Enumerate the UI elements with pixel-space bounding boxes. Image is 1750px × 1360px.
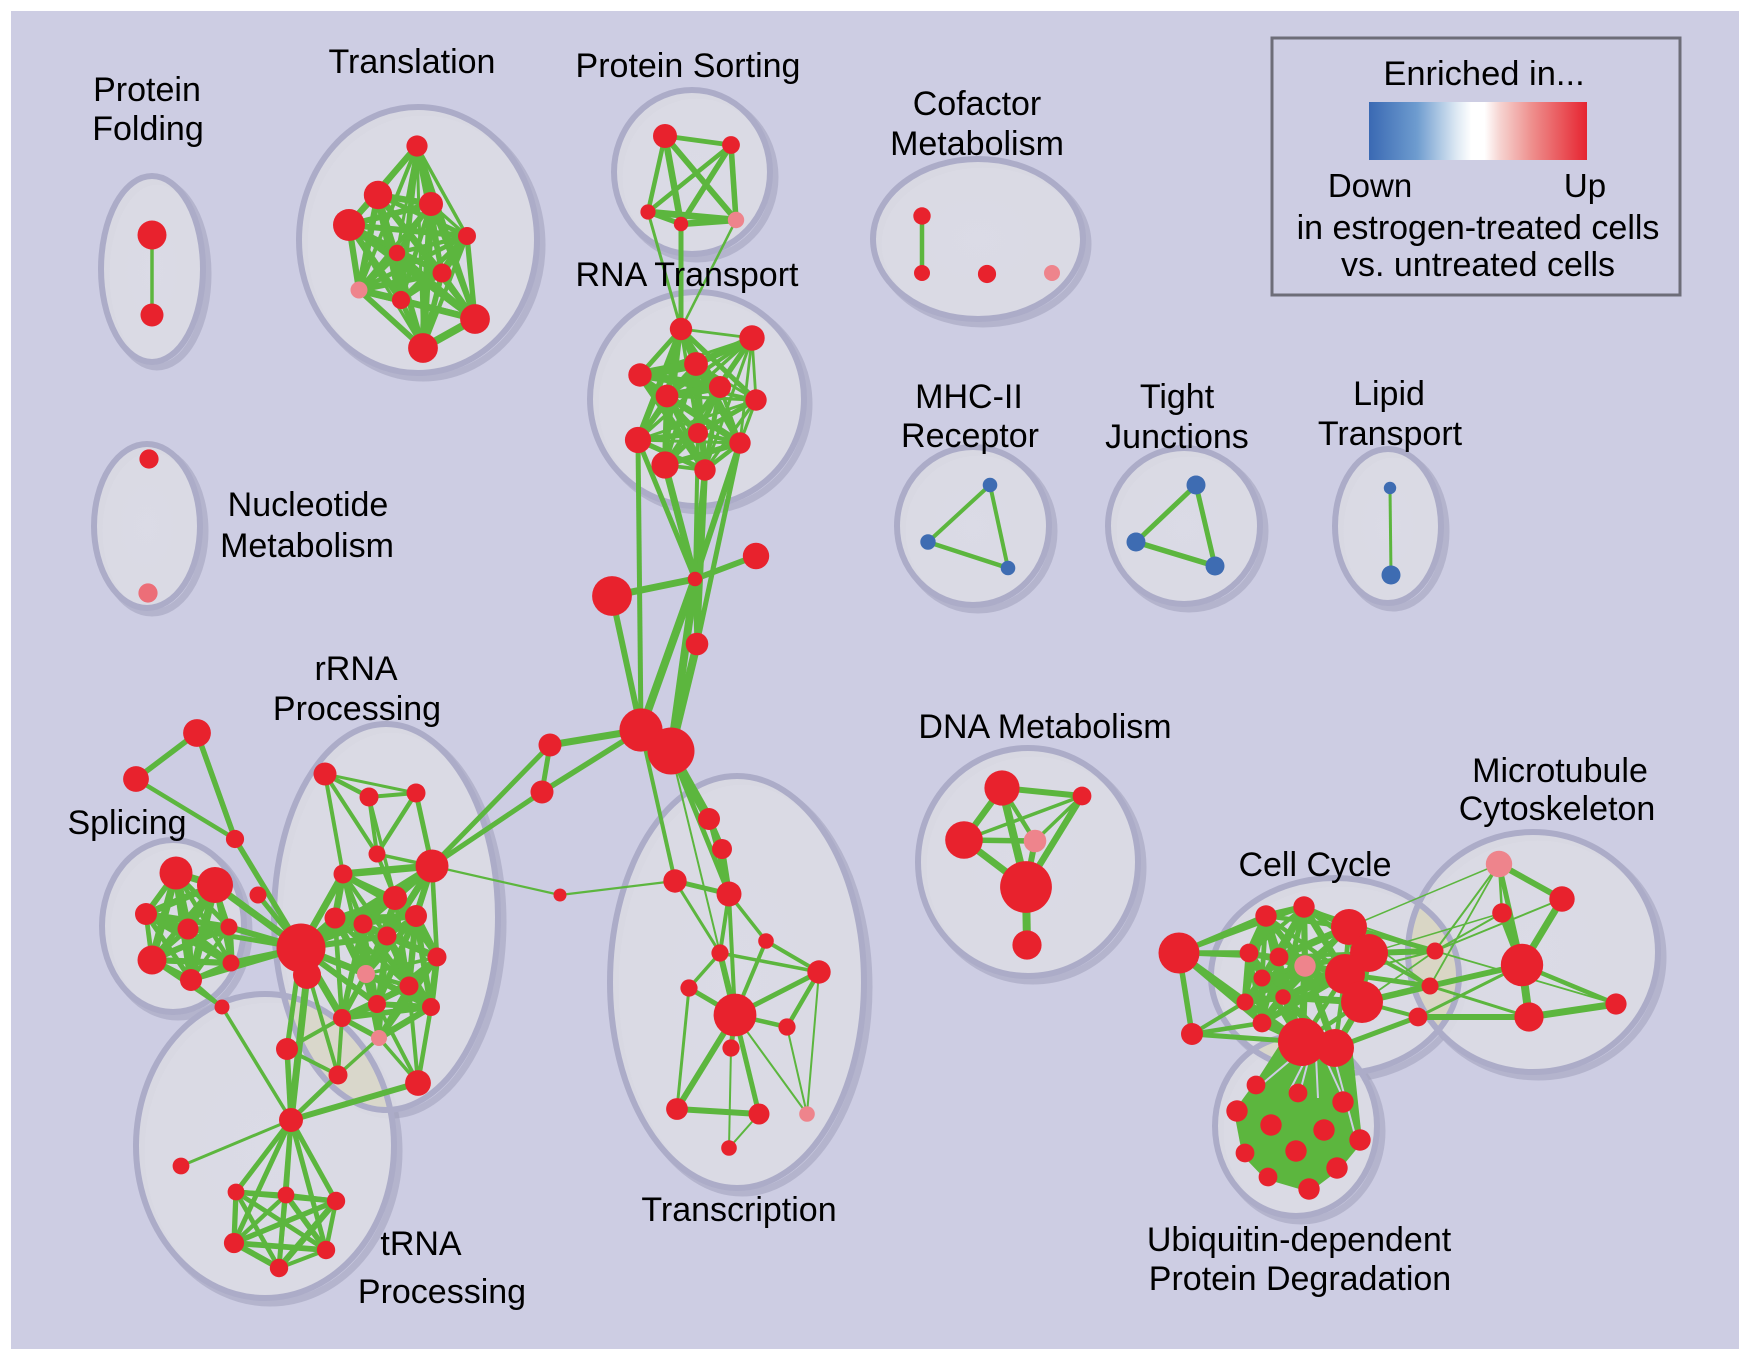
svg-text:vs. untreated cells: vs. untreated cells	[1341, 246, 1615, 284]
svg-text:Cell Cycle: Cell Cycle	[1238, 846, 1391, 884]
svg-text:tRNA: tRNA	[380, 1225, 462, 1263]
svg-text:Enriched in...: Enriched in...	[1383, 55, 1584, 93]
svg-text:in estrogen-treated cells: in estrogen-treated cells	[1297, 209, 1660, 247]
svg-text:rRNA: rRNA	[314, 650, 397, 688]
svg-text:Lipid: Lipid	[1353, 375, 1425, 413]
svg-text:Metabolism: Metabolism	[890, 125, 1064, 163]
svg-text:Transport: Transport	[1318, 415, 1463, 453]
svg-text:Ubiquitin-dependent: Ubiquitin-dependent	[1147, 1221, 1452, 1259]
svg-text:Down: Down	[1328, 167, 1412, 204]
svg-text:Splicing: Splicing	[67, 804, 186, 842]
svg-text:Microtubule: Microtubule	[1472, 752, 1648, 790]
svg-text:MHC-II: MHC-II	[915, 378, 1023, 416]
svg-text:Transcription: Transcription	[641, 1191, 836, 1229]
svg-text:RNA Transport: RNA Transport	[576, 256, 800, 294]
svg-text:Folding: Folding	[92, 110, 204, 148]
svg-text:Up: Up	[1564, 167, 1606, 204]
svg-text:Processing: Processing	[358, 1273, 526, 1311]
svg-text:Protein: Protein	[93, 71, 201, 109]
svg-text:Protein Degradation: Protein Degradation	[1149, 1260, 1451, 1298]
svg-text:Nucleotide: Nucleotide	[228, 486, 389, 524]
svg-text:Tight: Tight	[1140, 378, 1215, 416]
svg-text:DNA Metabolism: DNA Metabolism	[918, 708, 1171, 746]
svg-text:Receptor: Receptor	[901, 417, 1039, 455]
svg-text:Junctions: Junctions	[1105, 418, 1249, 456]
svg-text:Protein Sorting: Protein Sorting	[576, 47, 801, 85]
svg-text:Processing: Processing	[273, 690, 441, 728]
svg-text:Cytoskeleton: Cytoskeleton	[1459, 790, 1656, 828]
svg-text:Translation: Translation	[329, 43, 496, 81]
svg-text:Metabolism: Metabolism	[220, 527, 394, 565]
svg-text:Cofactor: Cofactor	[913, 85, 1042, 123]
